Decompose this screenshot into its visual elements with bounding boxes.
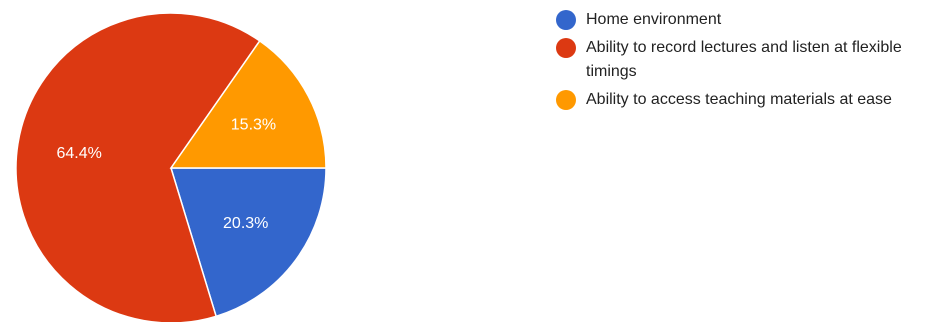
pie-slice-home-environment[interactable] — [169, 167, 327, 318]
pie-label-access-materials: 15.3% — [231, 116, 276, 133]
legend-label-record-lectures: Ability to record lectures and listen at… — [586, 39, 902, 80]
pie-slice-access-materials[interactable] — [169, 39, 327, 169]
chart-legend: Home environment Ability to record lectu… — [552, 8, 942, 116]
pie-slice-labels: 20.3% 64.4% 15.3% — [56, 116, 276, 231]
legend-item-record-lectures[interactable]: Ability to record lectures and listen at… — [552, 36, 942, 84]
legend-item-home-environment[interactable]: Home environment — [552, 8, 942, 32]
legend-swatch-record-lectures — [556, 38, 576, 58]
legend-item-access-materials[interactable]: Ability to access teaching materials at … — [552, 88, 942, 112]
legend-swatch-home-environment — [556, 10, 576, 30]
legend-swatch-access-materials — [556, 90, 576, 110]
pie-slice-record-lectures[interactable] — [15, 12, 261, 322]
pie-label-record-lectures: 64.4% — [56, 145, 101, 162]
pie-label-home-environment: 20.3% — [223, 215, 268, 232]
legend-label-home-environment: Home environment — [586, 11, 722, 28]
legend-label-access-materials: Ability to access teaching materials at … — [586, 91, 892, 108]
pie-slices — [15, 12, 327, 322]
